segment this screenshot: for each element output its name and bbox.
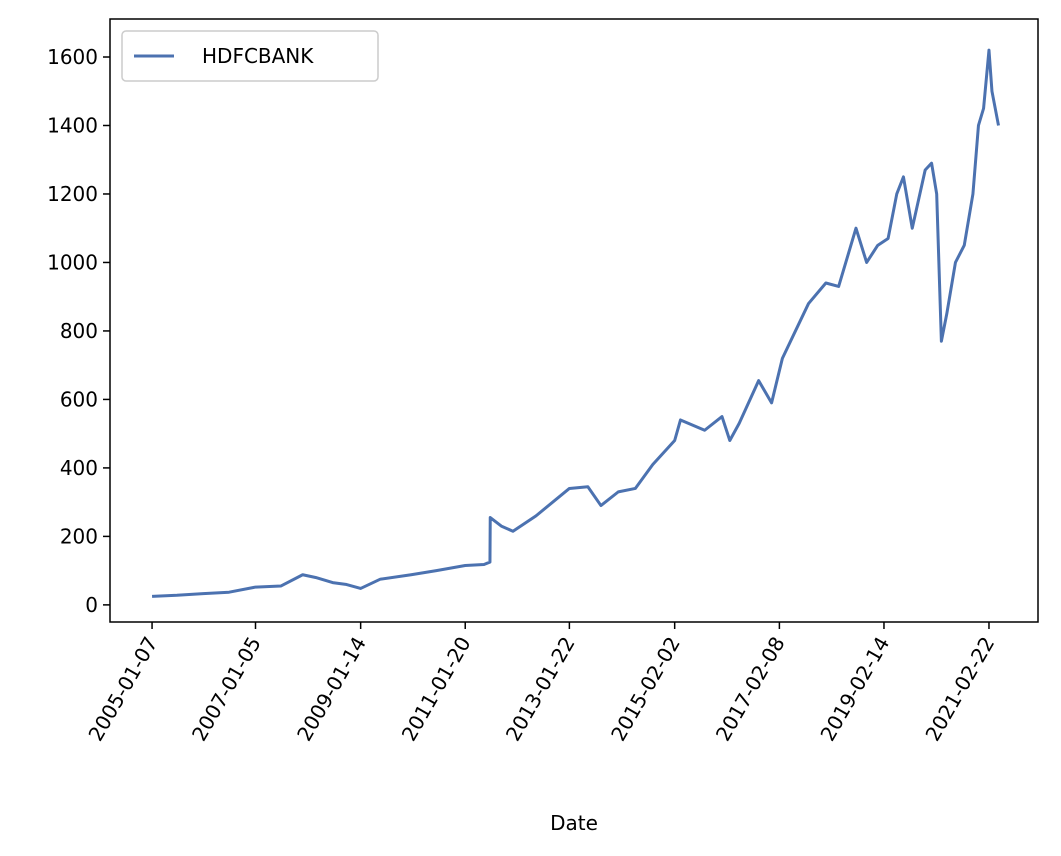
y-tick-label: 0 (85, 593, 98, 617)
y-tick-label: 200 (60, 524, 98, 548)
x-tick-label: 2011-01-20 (397, 633, 476, 746)
y-tick-label: 1000 (47, 250, 98, 274)
y-tick-label: 1600 (47, 45, 98, 69)
x-tick-label: 2021-02-22 (920, 633, 999, 746)
x-axis-label: Date (550, 811, 598, 835)
plot-frame (109, 18, 1039, 623)
x-tick-label: 2013-01-22 (501, 633, 580, 746)
x-tick-label: 2015-02-02 (606, 633, 685, 746)
y-tick-label: 1400 (47, 113, 98, 137)
y-tick-label: 1200 (47, 182, 98, 206)
x-tick-label: 2019-02-14 (815, 633, 894, 746)
data-line (151, 48, 1000, 598)
x-tick-label: 2005-01-07 (83, 633, 162, 746)
x-tick-label: 2007-01-05 (187, 633, 266, 746)
legend-box (121, 30, 379, 82)
x-tick-label: 2017-02-08 (711, 633, 790, 746)
y-tick-label: 800 (60, 319, 98, 343)
y-tick-label: 400 (60, 456, 98, 480)
x-tick-label: 2009-01-14 (292, 633, 371, 746)
y-tick-label: 600 (60, 387, 98, 411)
legend-label: HDFCBANK (202, 44, 314, 68)
